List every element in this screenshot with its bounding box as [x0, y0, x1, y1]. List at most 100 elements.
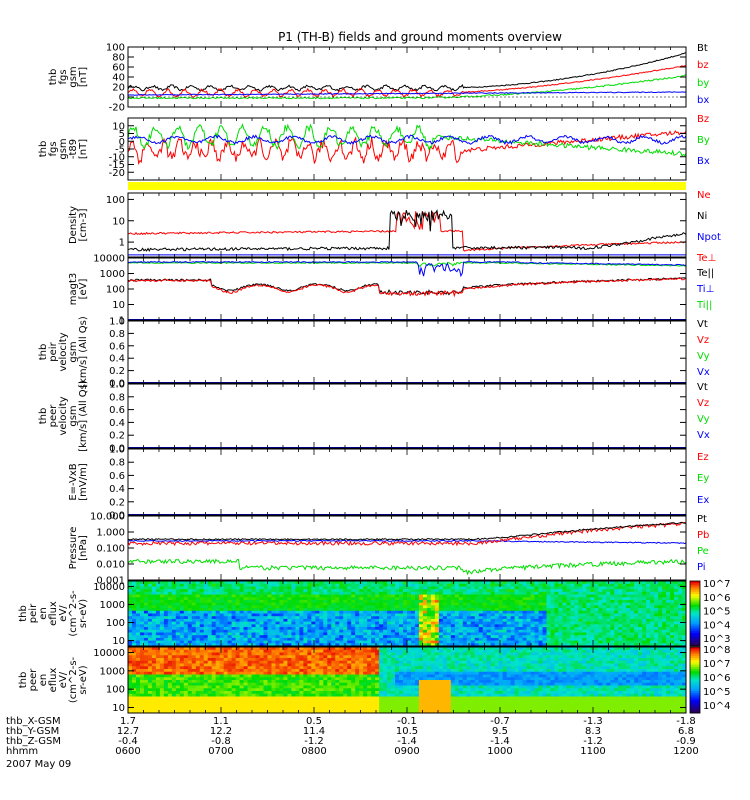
spectrogram-cell [199, 599, 205, 604]
spectrogram-cell [131, 685, 137, 689]
y-axis-label-line: (cm^2-s- [68, 590, 79, 637]
spectrogram-cell [335, 583, 340, 587]
spectrogram-cell [626, 624, 631, 628]
spectrogram-cell [271, 610, 276, 614]
spectrogram-cell [642, 635, 647, 639]
spectrogram-cell [506, 586, 512, 590]
spectrogram-cell [263, 594, 268, 598]
spectrogram-cell [135, 704, 141, 708]
spectrogram-cell [327, 621, 332, 625]
spectrogram-cell [590, 602, 595, 606]
spectrogram-cell [387, 613, 392, 617]
spectrogram-cell [163, 658, 169, 662]
spectrogram-cell [438, 616, 444, 620]
spectrogram-cell [490, 632, 496, 636]
spectrogram-cell [335, 591, 340, 595]
spectrogram-cell [434, 640, 440, 644]
spectrogram-cell [191, 613, 197, 617]
spectrogram-cell [231, 669, 237, 673]
spectrogram-cell [446, 643, 452, 647]
spectrogram-cell [155, 594, 161, 598]
spectrogram-cell [283, 624, 288, 628]
spectrogram-cell [658, 627, 663, 631]
spectrogram-cell [211, 699, 217, 703]
spectrogram-cell [191, 685, 197, 689]
spectrogram-cell [522, 621, 527, 625]
y-tick-label: 10000 [93, 254, 125, 265]
spectrogram-cell [155, 655, 161, 659]
spectrogram-cell [151, 691, 157, 695]
spectrogram-cell [598, 618, 603, 623]
y-axis-label: thbpeervelocitygsm[km/s] (All Qs) [38, 380, 89, 452]
spectrogram-cell [674, 599, 679, 604]
spectrogram-cell [642, 627, 647, 631]
spectrogram-cell [506, 624, 512, 628]
spectrogram-cell [163, 594, 169, 598]
spectrogram-cell [159, 707, 165, 711]
spectrogram-cell [582, 616, 587, 620]
spectrogram-cell [347, 627, 352, 631]
spectrogram-cell [614, 621, 619, 625]
spectrogram-cell [243, 581, 248, 585]
spectrogram-cell [131, 613, 137, 617]
spectrogram-cell [259, 635, 264, 639]
spectrogram-cell [147, 583, 153, 587]
spectrogram-cell [179, 605, 185, 609]
spectrogram-cell [151, 707, 157, 711]
spectrogram-cell [219, 597, 225, 601]
spectrogram-cell [642, 621, 647, 625]
spectrogram-cell [442, 589, 448, 593]
spectrogram-cell [247, 597, 252, 601]
spectrogram-cell [630, 616, 635, 620]
spectrogram-cell [614, 624, 619, 628]
spectrogram-cell [259, 621, 264, 625]
spectrogram-cell [235, 691, 240, 695]
spectrogram-cell [610, 605, 615, 609]
spectrogram-cell [131, 691, 137, 695]
y-tick-label: 1 [119, 316, 125, 327]
spectrogram-cell [235, 632, 240, 636]
spectrogram-cell [383, 583, 388, 587]
spectrogram-cell [183, 666, 189, 670]
spectrogram-cell [674, 637, 679, 641]
spectrogram-cell [207, 655, 213, 659]
spectrogram-cell [151, 671, 157, 675]
spectrogram-cell [219, 599, 225, 604]
spectrogram-cell [498, 618, 504, 623]
spectrogram-cell [179, 629, 185, 633]
spectrogram-cell [542, 599, 547, 604]
spectrogram-cell [147, 649, 153, 653]
spectrogram-cell [586, 640, 591, 644]
spectrogram-cell [339, 583, 344, 587]
spectrogram-cell [387, 632, 392, 636]
spectrogram-cell [403, 629, 408, 633]
spectrogram-cell [159, 627, 165, 631]
spectrogram-cell [215, 599, 221, 604]
spectrogram-cell [494, 586, 500, 590]
spectrogram-cell [678, 621, 683, 625]
spectrogram-cell [414, 599, 420, 604]
spectrogram-cell [438, 581, 444, 585]
spectrogram-cell [391, 608, 396, 612]
spectrogram-cell [159, 586, 165, 590]
spectrogram-cell [646, 591, 651, 595]
spectrogram-cell [135, 647, 141, 651]
spectrogram-cell [183, 632, 189, 636]
spectrogram-cell [498, 610, 504, 614]
spectrogram-cell [351, 586, 356, 590]
spectrogram-cell [195, 671, 201, 675]
spectrogram-cell [227, 591, 233, 595]
spectrogram-cell [351, 640, 356, 644]
spectrogram-cell [147, 655, 153, 659]
spectrogram-cell [335, 597, 340, 601]
spectrogram-cell [183, 680, 189, 684]
spectrogram-cell [442, 581, 448, 585]
spectrogram-cell [259, 632, 264, 636]
spectrogram-cell [454, 618, 460, 623]
spectrogram-cell [550, 589, 555, 593]
spectrogram-cell [163, 610, 169, 614]
legend-entry: Te⊥ [696, 253, 716, 264]
spectrogram-cell [299, 581, 304, 585]
spectrogram-cell [239, 618, 244, 623]
spectrogram-cell [622, 589, 627, 593]
